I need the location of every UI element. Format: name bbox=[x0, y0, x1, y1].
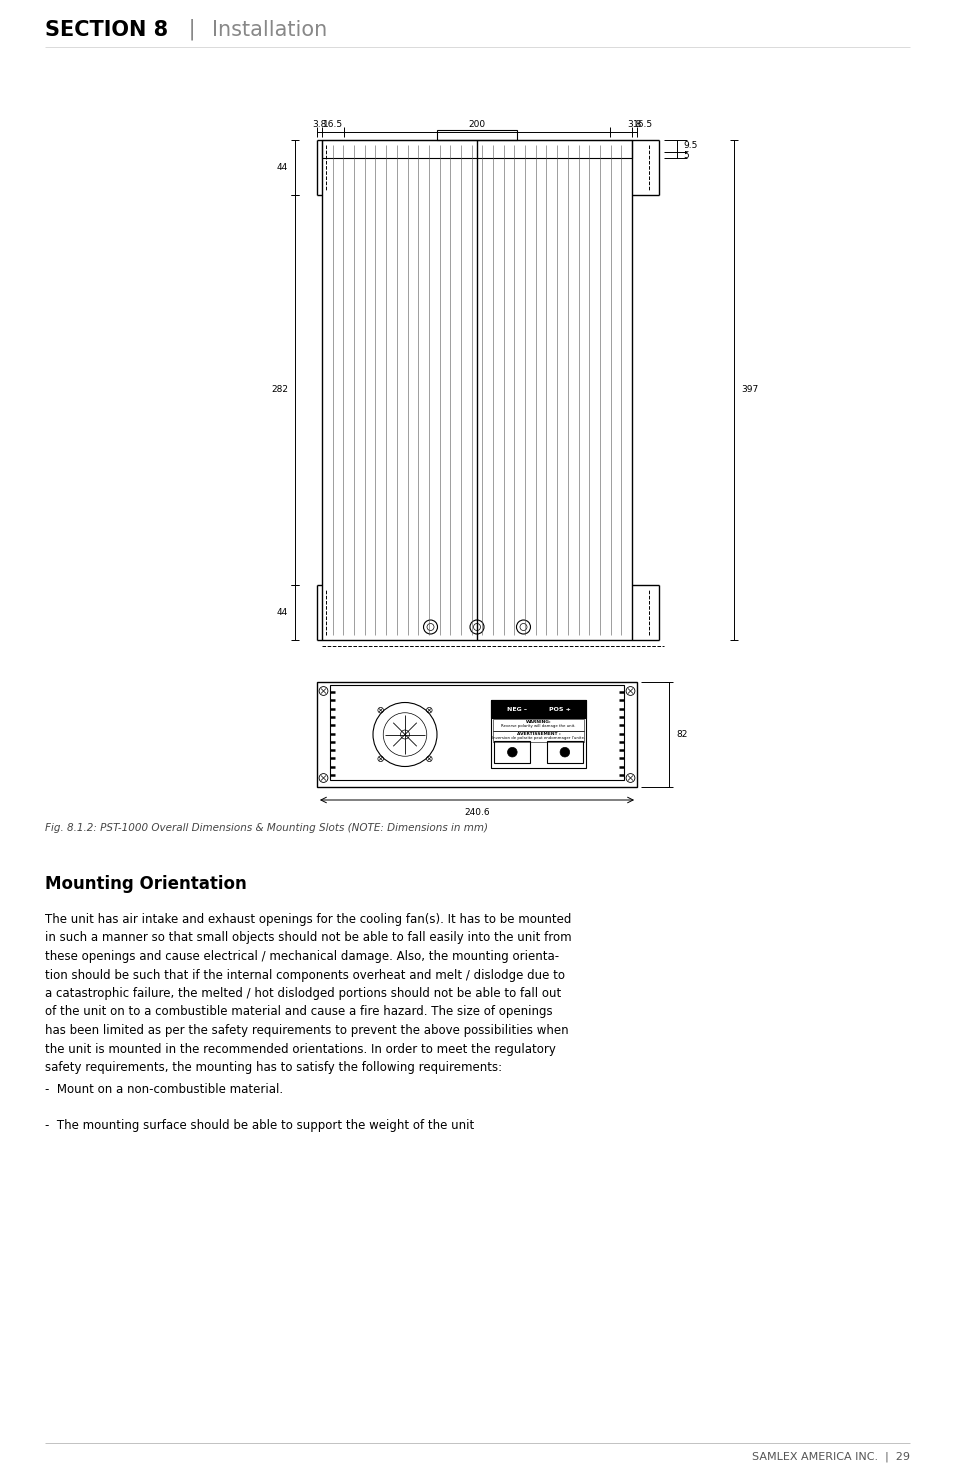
Text: 3.8: 3.8 bbox=[627, 119, 641, 128]
Text: Installation: Installation bbox=[212, 21, 327, 40]
Text: -  The mounting surface should be able to support the weight of the unit: - The mounting surface should be able to… bbox=[45, 1120, 474, 1131]
Text: 5: 5 bbox=[682, 150, 688, 159]
Bar bbox=[322, 140, 631, 640]
Text: Fig. 8.1.2: PST-1000 Overall Dimensions & Mounting Slots (NOTE: Dimensions in mm: Fig. 8.1.2: PST-1000 Overall Dimensions … bbox=[45, 823, 488, 833]
Text: 9.5: 9.5 bbox=[682, 142, 697, 150]
Text: 282: 282 bbox=[271, 385, 288, 394]
Text: 44: 44 bbox=[276, 608, 288, 617]
Bar bbox=[330, 684, 623, 780]
Text: NEG –: NEG – bbox=[506, 707, 526, 711]
Bar bbox=[546, 742, 582, 763]
Text: -  Mount on a non-combustible material.: - Mount on a non-combustible material. bbox=[45, 1083, 283, 1096]
Text: |: | bbox=[182, 19, 202, 40]
Bar bbox=[491, 699, 585, 718]
Text: POS +: POS + bbox=[549, 707, 571, 711]
Text: 200: 200 bbox=[468, 119, 485, 128]
Bar bbox=[322, 140, 631, 158]
Text: 82: 82 bbox=[676, 730, 687, 739]
Text: Inversion de polarite peut endommager l'unite.: Inversion de polarite peut endommager l'… bbox=[492, 736, 584, 740]
Text: SECTION 8: SECTION 8 bbox=[45, 21, 168, 40]
Text: 240.6: 240.6 bbox=[464, 808, 489, 817]
Text: 16.5: 16.5 bbox=[323, 119, 343, 128]
Bar bbox=[491, 699, 585, 768]
Text: 16.5: 16.5 bbox=[632, 119, 652, 128]
Text: AVERTISSEMENT :: AVERTISSEMENT : bbox=[517, 732, 559, 736]
Circle shape bbox=[507, 748, 517, 757]
Text: The unit has air intake and exhaust openings for the cooling fan(s). It has to b: The unit has air intake and exhaust open… bbox=[45, 913, 571, 1074]
Text: Reverse polarity will damage the unit.: Reverse polarity will damage the unit. bbox=[501, 724, 576, 729]
Circle shape bbox=[559, 748, 569, 757]
Text: WARNING:: WARNING: bbox=[525, 720, 551, 724]
Bar bbox=[493, 720, 583, 730]
Text: SAMLEX AMERICA INC.  |  29: SAMLEX AMERICA INC. | 29 bbox=[751, 1451, 909, 1462]
Text: Mounting Orientation: Mounting Orientation bbox=[45, 875, 247, 892]
Bar bbox=[493, 730, 583, 742]
Bar bbox=[316, 681, 637, 788]
Text: 44: 44 bbox=[276, 164, 288, 173]
Text: 3.8: 3.8 bbox=[312, 119, 326, 128]
Bar bbox=[494, 742, 530, 763]
Bar bbox=[436, 130, 517, 140]
Text: 397: 397 bbox=[740, 385, 758, 394]
